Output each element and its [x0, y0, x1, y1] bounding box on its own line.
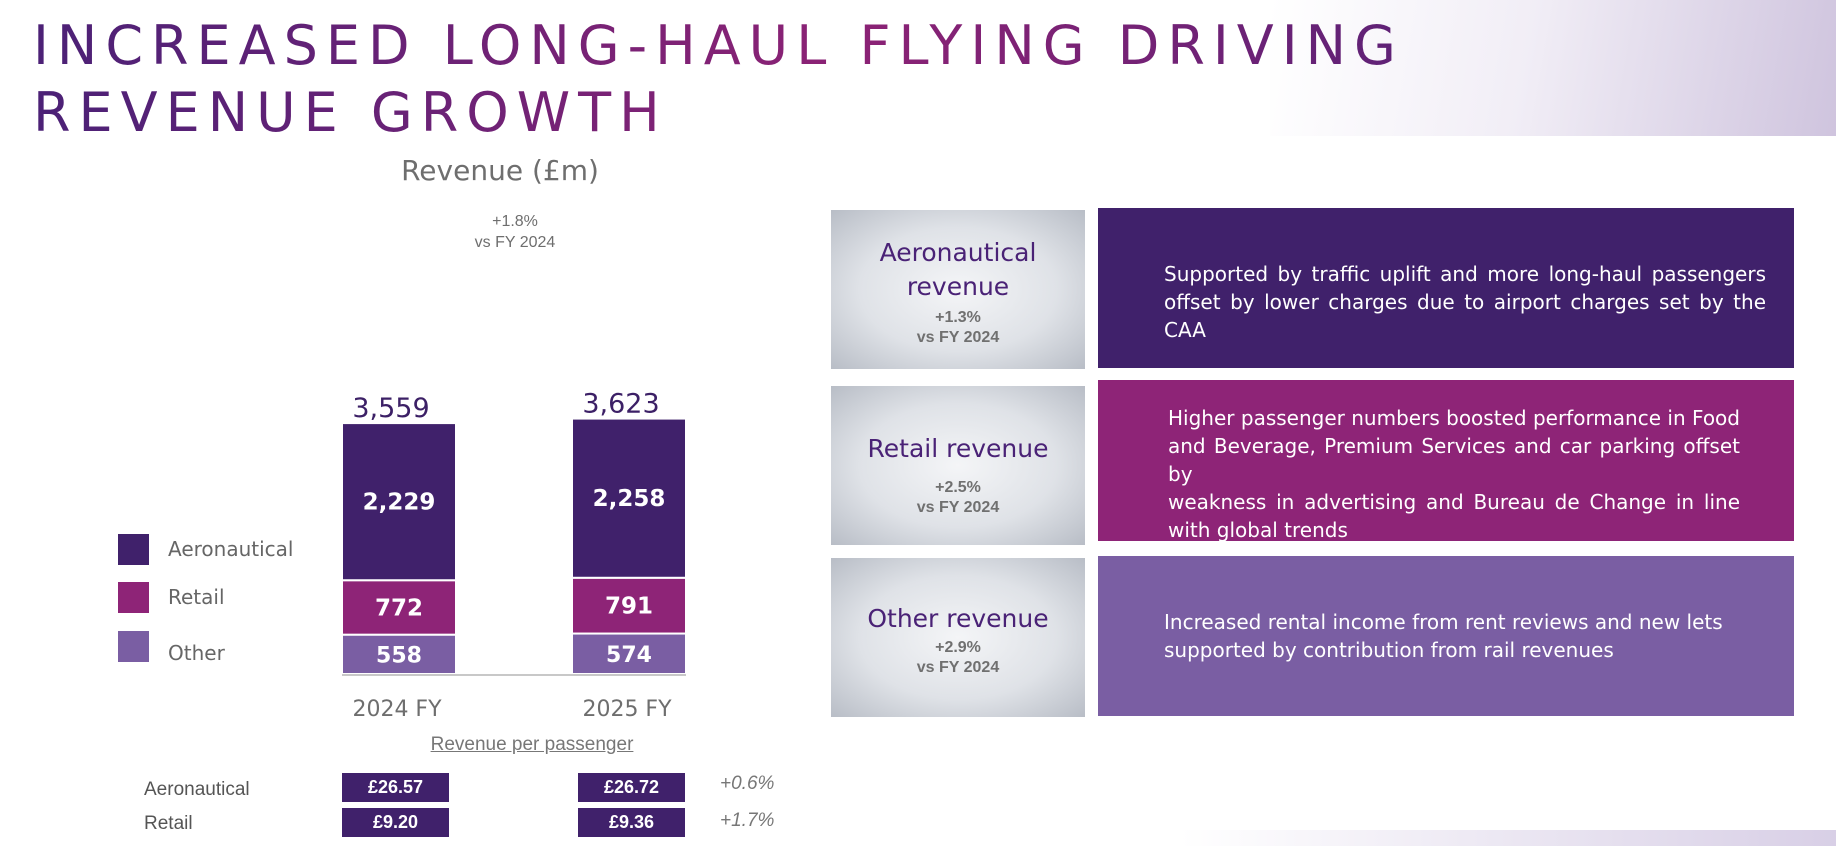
legend-swatch-other [118, 631, 149, 662]
category-label-1: 2024 FY [352, 697, 442, 722]
card-description-retail: Higher passenger numbers boosted perform… [1098, 380, 1794, 542]
card-description-aeronautical: Supported by traffic uplift and more lon… [1098, 208, 1794, 368]
rpp-value-aeronautical-2024: £26.57 [342, 773, 449, 802]
card-text-other: Increased rental income from rent review… [1164, 610, 1723, 662]
growth-note: +1.8% vs FY 2024 [460, 211, 570, 253]
legend-item-retail: Retail [118, 582, 318, 616]
rpp-value-aeronautical-2025: £26.72 [578, 773, 685, 802]
rpp-label-aeronautical: Aeronautical [144, 779, 250, 800]
bar-value-label-aeronautical-2: 2,258 [593, 486, 666, 512]
card-change-retail: +2.5% [935, 479, 981, 496]
card-description-other: Increased rental income from rent review… [1098, 556, 1794, 716]
bar-aeronautical-1 [341, 422, 457, 582]
legend-swatch-aeronautical [118, 534, 149, 565]
page-title: INCREASED LONG-HAUL FLYING DRIVING REVEN… [33, 12, 1653, 146]
bar-other-1 [341, 633, 457, 676]
bar-total-label-2: 3,623 [582, 389, 659, 420]
revenue-per-passenger-title: Revenue per passenger [430, 734, 634, 755]
bar-aeronautical-2 [571, 417, 687, 579]
growth-note-vs: vs FY 2024 [474, 234, 556, 251]
card-label-aeronautical: Aeronautical revenue +1.3% vs FY 2024 [831, 210, 1085, 369]
bottom-gradient [1180, 830, 1836, 846]
revenue-stacked-bar-chart: 558 772 2,229 3,559 2024 FY 574 791 2,258 3,623 2… [341, 389, 687, 722]
card-label-retail: Retail revenue +2.5% vs FY 2024 [831, 386, 1085, 545]
card-name-retail: Retail revenue [867, 434, 1049, 463]
rpp-value-retail-2025: £9.36 [578, 808, 685, 837]
bar-value-label-other-2: 574 [606, 643, 652, 668]
legend-item-other: Other [118, 631, 318, 665]
rpp-value-retail-2024: £9.20 [342, 808, 449, 837]
rpp-change-aeronautical: +0.6% [720, 773, 775, 794]
bar-value-label-other-1: 558 [376, 643, 422, 668]
legend-label-aeronautical: Aeronautical [168, 537, 294, 561]
card-name-aeronautical: Aeronautical revenue [879, 238, 1037, 301]
card-label-other: Other revenue +2.9% vs FY 2024 [831, 558, 1085, 717]
legend-item-aeronautical: Aeronautical [118, 534, 318, 568]
bar-other-2 [571, 632, 687, 676]
card-name-other: Other revenue [867, 604, 1049, 633]
bar-value-label-retail-1: 772 [375, 595, 423, 621]
bar-retail-1 [341, 579, 457, 636]
rpp-label-retail: Retail [144, 813, 193, 834]
bar-total-label-1: 3,559 [352, 393, 429, 424]
card-vs-other: vs FY 2024 [916, 659, 1000, 676]
chart-title: Revenue (£m) [401, 154, 599, 187]
rpp-change-retail: +1.7% [720, 810, 775, 831]
legend-label-retail: Retail [168, 585, 225, 609]
bar-value-label-retail-2: 791 [605, 594, 653, 620]
card-change-aeronautical: +1.3% [935, 309, 981, 326]
card-text-aeronautical: Supported by traffic uplift and more lon… [1164, 262, 1766, 342]
card-vs-retail: vs FY 2024 [916, 499, 1000, 516]
category-label-2: 2025 FY [582, 697, 672, 722]
card-text-retail: Higher passenger numbers boosted perform… [1168, 406, 1740, 542]
legend-label-other: Other [168, 641, 225, 665]
corner-gradient [1270, 0, 1836, 136]
card-vs-aeronautical: vs FY 2024 [916, 329, 1000, 346]
card-change-other: +2.9% [935, 639, 981, 656]
legend-swatch-retail [118, 582, 149, 613]
growth-note-pct: +1.8% [492, 213, 538, 230]
bar-value-label-aeronautical-1: 2,229 [363, 490, 436, 516]
